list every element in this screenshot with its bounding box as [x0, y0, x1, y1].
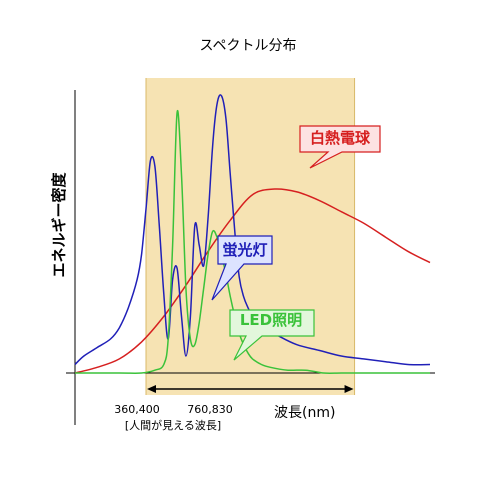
- range-arrow-right-head: [344, 385, 354, 393]
- band-tick-label-right: 760,830: [187, 403, 233, 416]
- x-axis-label: 波長(nm): [274, 405, 335, 421]
- legend-callout-led: LED照明: [229, 309, 315, 361]
- legend-label-incandescent: 白熱電球: [310, 129, 371, 147]
- range-arrow-left-head: [147, 385, 156, 393]
- callout-shape-incandescent: [299, 125, 381, 169]
- legend-callout-fluorescent: 蛍光灯: [211, 235, 273, 301]
- band-caption: [人間が見える波長]: [125, 418, 221, 432]
- legend-callout-incandescent: 白熱電球: [299, 125, 381, 169]
- series-line-0: [74, 188, 431, 374]
- y-axis-label: エネルギー密度: [50, 172, 68, 278]
- legend-label-led: LED照明: [240, 311, 302, 329]
- band-tick-label-left: 360,400: [114, 403, 160, 416]
- legend-label-fluorescent: 蛍光灯: [222, 241, 267, 259]
- visible-range-arrow: [147, 385, 354, 393]
- callout-shape-led: [229, 309, 315, 361]
- callout-shape-fluorescent: [211, 235, 273, 301]
- chart-title: スペクトル分布: [199, 38, 296, 54]
